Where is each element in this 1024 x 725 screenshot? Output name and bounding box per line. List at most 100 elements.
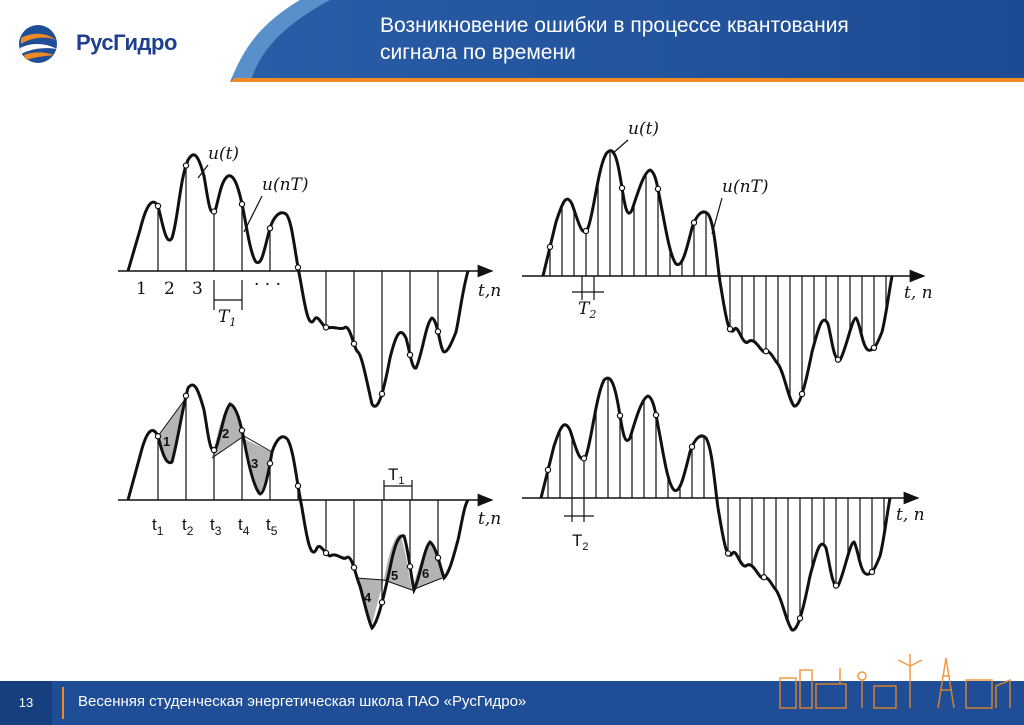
energy-skyline-decoration [779,654,1011,709]
signal-curve-bottom-right [539,376,892,632]
period-label-top-left: T1 [218,307,236,329]
sample-points-top-right [546,184,878,398]
bottom-right-sample-point [796,615,804,622]
error-region-5 [384,534,412,590]
panel-top-right: u(t) u(nT) T2 t, n [522,119,933,408]
top-right-sample-point [798,390,806,398]
bottom-right-sample-point [868,568,876,576]
top-right-sample-point [834,356,842,363]
footer-background [0,681,1024,725]
top-right-sample-point [762,348,770,355]
sample-lines-top-right [549,150,887,398]
index-label-2: 2 [164,279,175,299]
axis-label-bottom-left: t,n [478,509,501,529]
error-label-6: 6 [422,566,429,581]
error-region-1 [158,398,186,463]
bottom-right-sample-point [688,443,696,451]
top-right-sample-point [870,344,878,352]
bottom-left-sample-point [406,563,414,570]
top-left-sample-point [210,208,218,215]
bottom-left-sample-point [322,549,330,557]
error-region-2 [212,404,244,458]
bottom-right-sample-point [760,574,768,581]
top-left-sample-point [154,202,162,210]
top-left-sample-point [434,328,442,335]
top-right-sample-point [546,243,554,251]
error-label-1: 1 [163,434,170,449]
curve-label-leader-top-right [611,139,629,155]
header-background [0,0,1024,82]
sample-label-top-right: u(nT) [722,177,769,197]
slide-title-line-1: Возникновение ошибки в процессе квантова… [380,14,849,37]
error-label-3: 3 [251,456,258,471]
top-left-sample-point [294,264,302,271]
top-left-sample-point [378,390,386,398]
top-right-sample-point [582,227,590,235]
quantization-diagram: u(t) u(nT) 1 2 3 · · · T1 t,n u(t) u(nT)… [118,119,933,632]
axis-label-bottom-right: t, n [896,505,925,525]
signal-curve-bottom-left [126,383,470,631]
sample-label-top-left: u(nT) [262,175,309,195]
signal-curve-top-left [126,153,470,408]
logo-globe-icon [19,25,57,63]
sample-label-leader-top-left [243,195,263,233]
sample-lines-top-left [157,165,439,394]
bottom-right-sample-point [616,412,624,419]
time-label-t1: t1 [152,515,164,538]
error-label-4: 4 [364,590,372,605]
sample-points-top-left [154,162,442,398]
page-number: 13 [18,695,34,710]
index-label-1: 1 [136,279,147,299]
bottom-right-sample-point [724,550,732,557]
curve-label-top-left: u(t) [208,144,239,164]
error-label-5: 5 [391,568,398,583]
sample-points-bottom-right [544,411,876,622]
header-bar: РусГидро Возникновение ошибки в процессе… [0,0,1024,82]
panel-top-left: u(t) u(nT) 1 2 3 · · · T1 t,n [118,144,501,408]
bottom-right-sample-point [652,411,660,419]
bottom-left-sample-point [238,427,246,434]
signal-curve-top-right [541,149,894,408]
sample-lines-bottom-right [547,378,885,623]
top-right-sample-point [726,325,734,333]
bottom-left-sample-point [210,446,218,454]
time-label-t3: t3 [210,515,222,538]
panel-bottom-left: 1 2 3 4 5 6 t1 t2 t3 t4 t5 T1 t,n [118,383,501,631]
bottom-left-sample-point [266,460,274,467]
error-regions-bottom-left [158,398,442,624]
time-label-t5: t5 [266,515,278,538]
top-right-sample-point [690,219,698,226]
bottom-right-sample-point [832,582,840,589]
axis-label-top-right: t, n [904,283,933,303]
top-left-sample-point [182,162,190,169]
curve-label-leader-top-left [197,164,209,179]
time-label-t4: t4 [238,515,250,538]
period-label-top-right: T2 [578,299,596,321]
bottom-left-sample-point [182,392,190,399]
top-right-sample-point [654,185,662,193]
curve-label-top-right: u(t) [628,119,659,139]
slide-title: Возникновение ошибки в процессе квантова… [380,12,1000,66]
error-region-4 [356,578,384,624]
time-label-t2: t2 [182,515,194,538]
period-label-bottom-left: T1 [388,465,405,487]
top-left-sample-point [406,351,414,359]
sample-points-bottom-left [154,392,442,606]
error-region-3 [242,438,272,494]
bottom-right-sample-point [580,455,588,462]
footer-bar: 13 Весенняя студенческая энергетическая … [0,681,1024,725]
bottom-left-sample-point [154,433,162,440]
panel-bottom-right: T2 t, n [522,376,925,632]
bottom-left-sample-point [378,599,386,606]
time-labels-bottom-left: t1 t2 t3 t4 t5 [152,515,278,538]
period-label-bottom-right: T2 [572,531,589,553]
sample-label-leader-top-right [711,197,723,235]
error-chords-bottom-left [157,397,443,591]
error-label-2: 2 [222,426,229,441]
logo-text: РусГидро [76,30,177,55]
ellipsis-label: · · · [254,275,281,295]
bottom-left-sample-point [434,554,442,561]
footer-text: Весенняя студенческая энергетическая шко… [78,693,527,710]
bottom-right-sample-point [544,466,552,474]
top-right-sample-point [618,184,626,192]
